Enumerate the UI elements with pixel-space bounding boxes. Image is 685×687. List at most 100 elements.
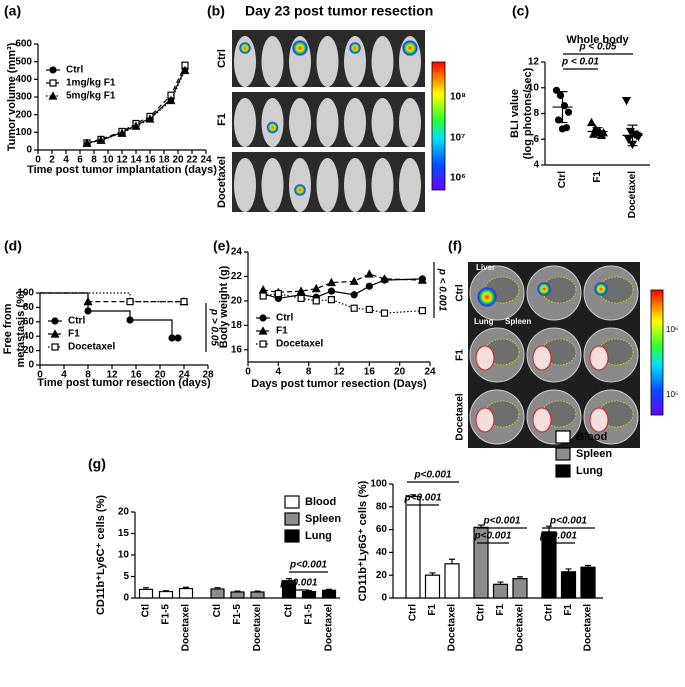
organ-label: Liver — [476, 263, 495, 272]
y-tick-label: 400 — [15, 74, 32, 85]
legend-label: Docetaxel — [276, 339, 323, 350]
y-tick-label: 8 — [533, 108, 539, 119]
legend-swatch — [284, 495, 300, 509]
x-tick-label: 4 — [61, 370, 67, 381]
x-tick-label: F1-5 — [161, 604, 172, 625]
marker — [126, 298, 134, 306]
panel-label: (g) — [88, 456, 106, 472]
x-tick-label: 12 — [106, 370, 118, 381]
marker — [174, 334, 182, 342]
y-tick-label: 4 — [533, 160, 539, 171]
mouse — [316, 36, 339, 87]
signal — [477, 287, 497, 307]
x-tick-label: F1 — [563, 604, 574, 616]
x-tick-label: Ctl — [212, 604, 223, 618]
marker — [96, 135, 106, 144]
colorbar — [431, 61, 446, 191]
x-tick-label: 4 — [276, 367, 282, 378]
signal — [594, 282, 608, 296]
bar — [158, 590, 174, 599]
mouse — [289, 98, 311, 147]
colorbar-label: 10⁷ — [450, 133, 465, 144]
mouse — [344, 158, 366, 212]
y-axis-title: Tumor volume (mm³) — [6, 42, 18, 151]
y-axis-title: metastasis (%) — [15, 290, 27, 367]
x-tick-label: F1 — [592, 171, 603, 183]
legend-swatch — [555, 430, 571, 444]
y-axis-title: CD11b⁺Ly6G⁺ cells (%) — [357, 480, 369, 601]
legend-label: F1 — [68, 329, 80, 340]
legend-label: Spleen — [305, 513, 341, 525]
marker — [259, 340, 267, 348]
signal — [294, 184, 306, 196]
signal — [537, 282, 551, 296]
annotation: p < 0.05 — [579, 42, 617, 53]
organ — [598, 276, 634, 304]
marker — [180, 298, 188, 306]
bar — [541, 531, 557, 599]
panel-label: (d) — [4, 238, 22, 254]
organ — [475, 407, 495, 433]
bar — [250, 591, 265, 599]
marker — [297, 294, 305, 303]
legend-label: Blood — [305, 496, 336, 508]
panel-label: (a) — [4, 3, 21, 19]
y-tick-label: 22 — [231, 271, 243, 282]
marker — [49, 79, 57, 87]
y-axis-title: Body weight (g) — [218, 265, 230, 348]
bar — [405, 495, 421, 599]
y-tick-label: 16 — [231, 344, 243, 355]
legend-label: Blood — [576, 431, 607, 443]
survival-line — [40, 292, 184, 303]
bar — [230, 591, 245, 599]
marker — [83, 296, 93, 306]
marker — [326, 277, 336, 287]
marker — [586, 117, 597, 127]
error-bar — [592, 127, 603, 136]
y-tick-label: 10 — [528, 82, 540, 93]
x-tick-label: 24 — [200, 155, 212, 166]
marker — [84, 307, 92, 315]
marker — [380, 309, 389, 317]
bar — [210, 588, 225, 599]
survival-line — [40, 292, 184, 303]
legend-label: Spleen — [576, 448, 612, 460]
x-tick-label: Docetaxel — [252, 604, 263, 651]
x-tick-label: 16 — [364, 367, 376, 378]
legend-label: Ctrl — [276, 313, 293, 324]
x-tick-label: 16 — [130, 370, 142, 381]
y-axis-title: CD11b⁺Ly6C⁺ cells (%) — [95, 495, 107, 615]
legend-label: Lung — [576, 465, 603, 477]
y-tick-label: 15 — [118, 528, 130, 539]
annotation: p<0.001 — [483, 516, 521, 527]
bar — [281, 580, 297, 599]
error-bar — [449, 558, 455, 564]
marker — [365, 305, 373, 314]
x-tick-label: 4 — [63, 155, 69, 166]
marker — [311, 283, 321, 293]
survival-line — [40, 292, 178, 339]
mouse — [371, 158, 394, 212]
marker — [350, 291, 358, 299]
y-tick-label: 100 — [370, 479, 387, 490]
bar — [424, 574, 441, 599]
panel-label: (f) — [448, 238, 462, 254]
x-tick-label: 0 — [245, 367, 251, 378]
panel-label: (e) — [213, 238, 230, 254]
marker — [623, 135, 634, 145]
y-tick-label: 6 — [533, 134, 539, 145]
organ — [532, 407, 552, 433]
y-tick-label: 80 — [376, 501, 388, 512]
signal — [349, 42, 361, 54]
y-axis-title: BLI value — [509, 89, 521, 138]
mouse — [234, 98, 256, 147]
signal — [266, 121, 279, 134]
legend-swatch — [284, 512, 300, 526]
marker — [350, 304, 358, 312]
y-axis-title: (log photons/sec) — [522, 67, 534, 159]
marker — [364, 269, 374, 278]
error-bar — [546, 525, 552, 532]
y-tick-label: 500 — [15, 56, 32, 67]
organ-label: Lung — [474, 317, 494, 326]
bar — [473, 526, 489, 599]
